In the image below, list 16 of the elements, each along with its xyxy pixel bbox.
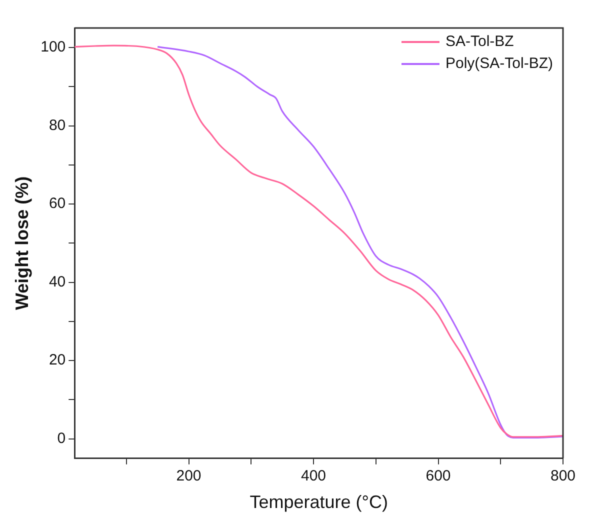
y-tick-label: 20 bbox=[48, 352, 66, 369]
x-tick-label: 200 bbox=[176, 468, 202, 485]
legend-label: SA-Tol-BZ bbox=[445, 33, 514, 50]
x-axis-title: Temperature (°C) bbox=[250, 492, 388, 512]
y-tick-label: 0 bbox=[57, 430, 66, 447]
line-series bbox=[156, 46, 563, 438]
y-tick-label: 40 bbox=[48, 273, 66, 290]
y-axis-title: Weight lose (%) bbox=[12, 176, 32, 310]
x-tick-label: 400 bbox=[300, 468, 326, 485]
x-tick-label: 800 bbox=[550, 468, 576, 485]
x-tick-label: 600 bbox=[426, 468, 451, 485]
y-tick-label: 100 bbox=[40, 38, 66, 56]
y-tick-label: 80 bbox=[48, 116, 66, 134]
line-series bbox=[74, 44, 563, 438]
legend-label: Poly(SA-Tol-BZ) bbox=[445, 55, 554, 72]
y-tick-label: 60 bbox=[48, 195, 66, 212]
